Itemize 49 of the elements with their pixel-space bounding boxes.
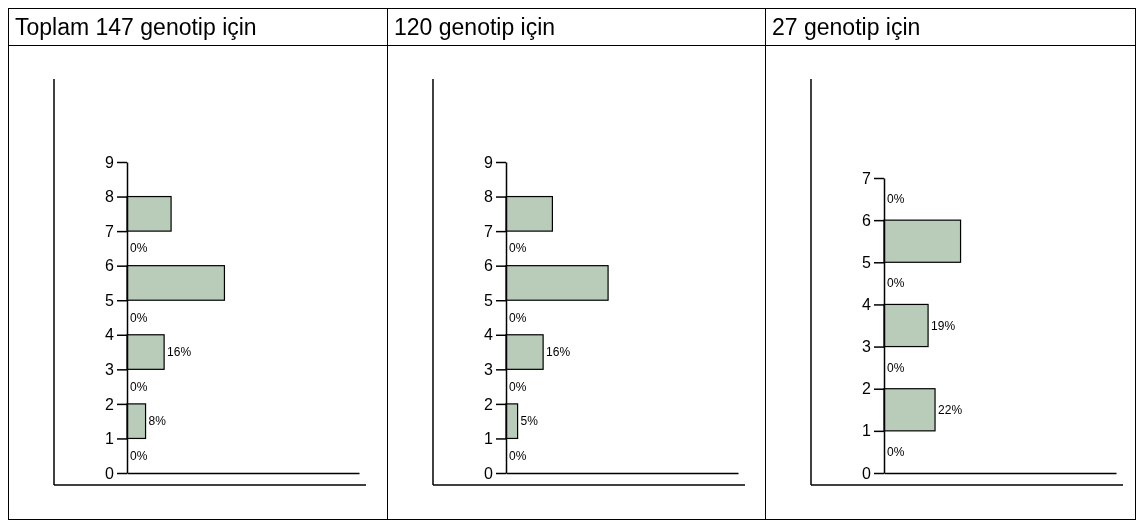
y-tick-label: 8 <box>484 188 494 206</box>
data-label: 0% <box>130 241 148 256</box>
y-tick-label: 6 <box>105 257 115 275</box>
y-tick-label: 0 <box>105 464 115 482</box>
y-tick-label: 7 <box>862 169 872 187</box>
y-tick-label: 4 <box>862 296 872 314</box>
y-tick-label: 6 <box>862 211 872 229</box>
y-tick-label: 3 <box>105 360 115 378</box>
data-label: 0% <box>509 448 527 463</box>
y-tick-label: 2 <box>484 395 494 413</box>
y-tick-label: 9 <box>105 153 115 171</box>
y-tick-label: 0 <box>484 464 494 482</box>
y-tick-label: 6 <box>484 257 494 275</box>
data-label: 0% <box>130 310 148 325</box>
data-label: 0% <box>130 448 148 463</box>
data-label: 0% <box>887 276 905 291</box>
data-label: 0% <box>509 310 527 325</box>
data-label: 19% <box>931 318 956 333</box>
y-tick-label: 7 <box>484 222 494 240</box>
data-label: 16% <box>167 345 192 360</box>
y-tick-label: 1 <box>484 430 494 448</box>
y-tick-label: 1 <box>862 422 872 440</box>
chart-title: 120 genotip için <box>388 9 765 46</box>
y-tick-label: 7 <box>105 222 115 240</box>
data-label: 16% <box>546 345 571 360</box>
data-label: 0% <box>887 360 905 375</box>
data-label: 0% <box>509 241 527 256</box>
data-label: 0% <box>130 379 148 394</box>
y-tick-label: 2 <box>105 395 115 413</box>
data-label: 22% <box>938 402 963 417</box>
data-label: 0% <box>887 192 905 207</box>
data-label: 0% <box>509 379 527 394</box>
data-label: 0% <box>887 444 905 459</box>
data-label: 8% <box>148 414 167 429</box>
y-tick-label: 1 <box>105 430 115 448</box>
y-tick-label: 3 <box>484 360 494 378</box>
chart-title: 27 genotip için <box>766 9 1135 46</box>
y-tick-label: 9 <box>484 153 494 171</box>
y-tick-label: 8 <box>105 188 115 206</box>
y-tick-label: 4 <box>105 326 115 344</box>
y-tick-label: 3 <box>862 338 872 356</box>
y-tick-label: 0 <box>862 464 872 482</box>
y-tick-label: 4 <box>484 326 494 344</box>
data-label: 5% <box>520 414 539 429</box>
y-tick-label: 5 <box>484 291 494 309</box>
y-tick-label: 2 <box>862 380 872 398</box>
y-tick-label: 5 <box>105 291 115 309</box>
chart-title: Toplam 147 genotip için <box>9 9 387 46</box>
y-tick-label: 5 <box>862 253 872 271</box>
